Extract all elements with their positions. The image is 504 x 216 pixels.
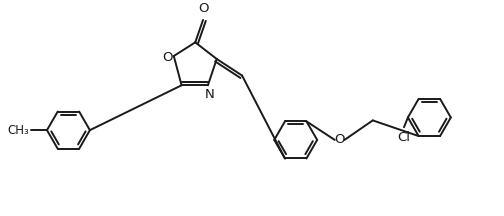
Text: O: O xyxy=(334,133,345,146)
Text: O: O xyxy=(198,2,208,15)
Text: O: O xyxy=(163,51,173,64)
Text: Cl: Cl xyxy=(398,131,410,144)
Text: CH₃: CH₃ xyxy=(8,124,29,137)
Text: N: N xyxy=(205,87,215,101)
